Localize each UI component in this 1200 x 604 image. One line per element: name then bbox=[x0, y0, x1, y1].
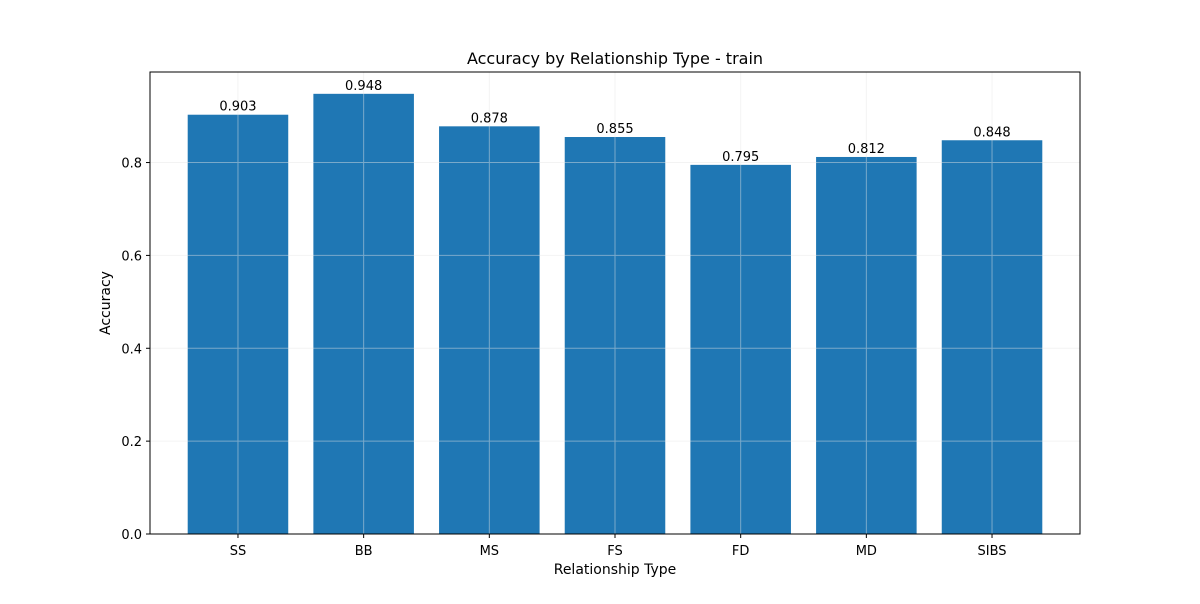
y-axis-label: Accuracy bbox=[98, 271, 114, 335]
y-tick-label: 0.6 bbox=[121, 249, 142, 264]
x-axis-label: Relationship Type bbox=[554, 562, 677, 578]
value-labels-layer: 0.903 0.948 0.878 0.855 0.795 0.812 0.848 bbox=[219, 79, 1010, 165]
x-tick-label: MD bbox=[856, 544, 877, 559]
x-tick-label: SS bbox=[230, 544, 247, 559]
y-tick-label: 0.0 bbox=[121, 528, 142, 543]
bar-md bbox=[816, 156, 917, 534]
y-tick-label: 0.4 bbox=[121, 342, 142, 357]
x-tick-label: MS bbox=[480, 544, 499, 559]
bar-sibs bbox=[941, 140, 1043, 534]
y-tick-label: 0.8 bbox=[121, 157, 142, 172]
bar-value-label: 0.878 bbox=[471, 111, 508, 126]
bar-value-label: 0.903 bbox=[219, 100, 256, 115]
bar-ms bbox=[439, 126, 540, 535]
bar-ss bbox=[187, 114, 289, 534]
x-axis: SS BB MS FS FD MD SIBS bbox=[230, 534, 1007, 559]
bar-value-label: 0.812 bbox=[848, 142, 885, 157]
bar-value-label: 0.855 bbox=[596, 122, 633, 137]
y-axis: 0.0 0.2 0.4 0.6 0.8 bbox=[121, 157, 150, 543]
x-tick-label: SIBS bbox=[978, 544, 1007, 559]
bar-bb bbox=[313, 93, 414, 534]
bar-value-label: 0.948 bbox=[345, 79, 382, 94]
chart-title: Accuracy by Relationship Type - train bbox=[467, 49, 763, 68]
y-tick-label: 0.2 bbox=[121, 435, 142, 450]
x-tick-label: FS bbox=[607, 544, 623, 559]
bar-value-label: 0.795 bbox=[722, 150, 759, 165]
bar-fd bbox=[690, 164, 791, 534]
x-tick-label: FD bbox=[732, 544, 750, 559]
x-tick-label: BB bbox=[355, 544, 373, 559]
bars-layer bbox=[187, 93, 1043, 535]
bar-fs bbox=[564, 137, 666, 535]
bar-value-label: 0.848 bbox=[973, 125, 1010, 140]
